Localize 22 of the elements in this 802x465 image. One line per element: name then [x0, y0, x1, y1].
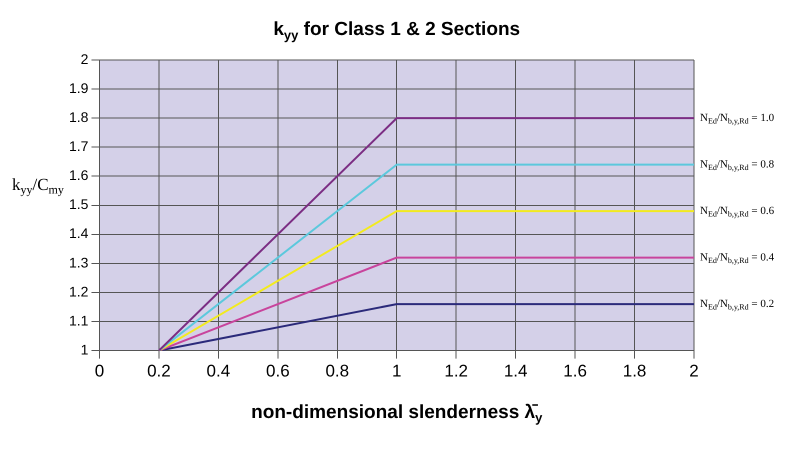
x-tick-label: 1 [392, 361, 402, 380]
y-tick-label: 1.8 [68, 108, 89, 125]
x-tick-label: 2 [689, 361, 699, 380]
x-tick-label: 1.2 [444, 361, 468, 380]
x-tick-label: 1.8 [622, 361, 646, 380]
y-tick-label: 1.6 [68, 167, 89, 184]
y-tick-label: 1.1 [68, 312, 89, 328]
x-tick-label: 0.2 [147, 361, 171, 380]
y-tick-label: 1.7 [68, 138, 89, 154]
y-tick-label: 1.3 [68, 254, 89, 270]
x-tick-label: 0.4 [206, 361, 230, 380]
x-tick-label: 1.4 [504, 361, 528, 380]
x-tick-label: 0 [94, 361, 104, 380]
y-tick-label: 1.4 [68, 225, 89, 242]
y-tick-label: 1.2 [68, 283, 89, 300]
y-tick-label: 1.5 [68, 196, 89, 212]
y-tick-label: 1 [80, 341, 89, 358]
x-tick-label: 0.8 [325, 361, 350, 380]
y-tick-label: 2 [80, 50, 89, 67]
x-tick-label: 1.6 [563, 361, 587, 380]
y-tick-label: 1.9 [68, 80, 89, 96]
x-tick-label: 0.6 [266, 361, 290, 380]
